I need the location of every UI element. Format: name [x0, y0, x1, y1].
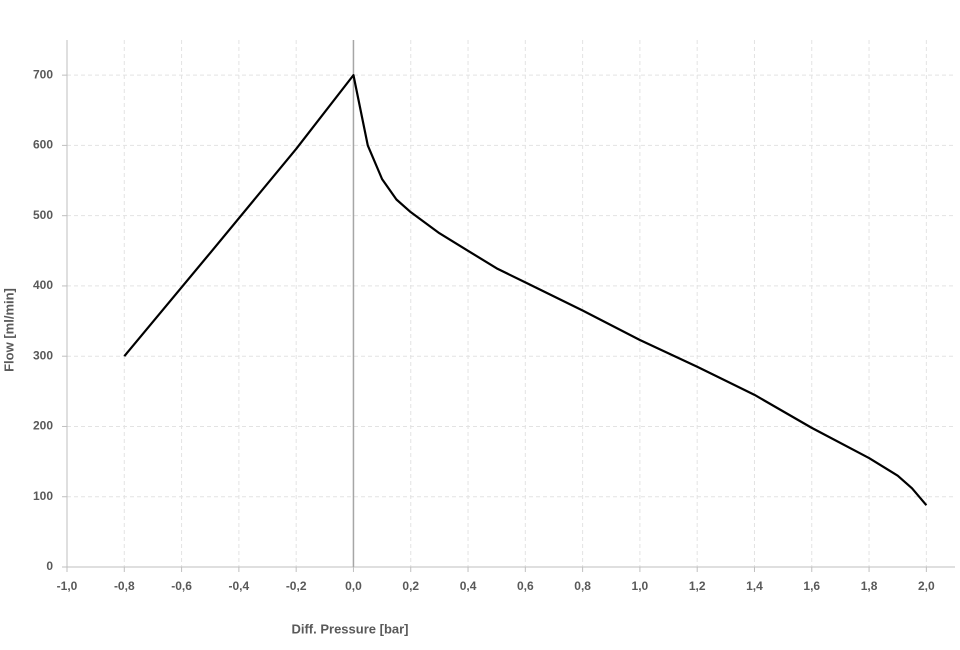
x-tick-label: 0,0	[345, 579, 362, 593]
x-tick-label: 0,2	[402, 579, 419, 593]
x-tick-label: 0,6	[517, 579, 534, 593]
y-tick-label: 200	[33, 419, 53, 433]
x-tick-label: 1,4	[746, 579, 763, 593]
x-axis-label: Diff. Pressure [bar]	[291, 621, 408, 636]
x-tick-label: 0,4	[460, 579, 477, 593]
y-tick-label: 600	[33, 138, 53, 152]
x-tick-label: 2,0	[918, 579, 935, 593]
y-tick-label: 300	[33, 348, 53, 362]
x-tick-label: 0,8	[574, 579, 591, 593]
data-line	[123, 74, 928, 506]
x-tick-label: 1,8	[861, 579, 878, 593]
x-tick-label: 1,6	[803, 579, 820, 593]
x-tick-label: -1,0	[57, 579, 78, 593]
x-tick-label: -0,2	[286, 579, 307, 593]
y-tick-label: 0	[46, 559, 53, 573]
y-tick-label: 100	[33, 489, 53, 503]
x-tick-label: -0,6	[171, 579, 192, 593]
x-tick-label: 1,0	[632, 579, 649, 593]
y-tick-label: 700	[33, 67, 53, 81]
y-tick-label: 400	[33, 278, 53, 292]
x-tick-label: -0,4	[229, 579, 250, 593]
y-tick-label: 500	[33, 208, 53, 222]
x-tick-label: 1,2	[689, 579, 706, 593]
x-tick-label: -0,8	[114, 579, 135, 593]
y-axis-label: Flow [ml/min]	[1, 288, 16, 372]
